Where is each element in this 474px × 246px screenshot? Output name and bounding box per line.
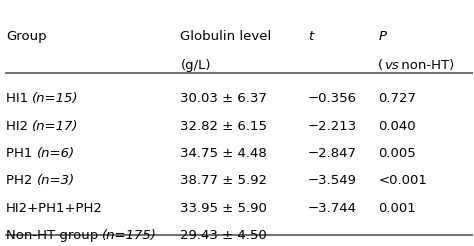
Text: PH1: PH1: [6, 147, 36, 160]
Text: vs: vs: [384, 59, 399, 72]
Text: −2.847: −2.847: [308, 147, 356, 160]
Text: (n=6): (n=6): [36, 147, 75, 160]
Text: 38.77 ± 5.92: 38.77 ± 5.92: [181, 174, 267, 187]
Text: Globulin level: Globulin level: [181, 30, 272, 43]
Text: −3.549: −3.549: [308, 174, 356, 187]
Text: 0.001: 0.001: [378, 202, 416, 215]
Text: (: (: [378, 59, 383, 72]
Text: (n=17): (n=17): [32, 120, 79, 133]
Text: <0.001: <0.001: [378, 174, 427, 187]
Text: −2.213: −2.213: [308, 120, 357, 133]
Text: 29.43 ± 4.50: 29.43 ± 4.50: [181, 229, 267, 242]
Text: PH2: PH2: [6, 174, 36, 187]
Text: 33.95 ± 5.90: 33.95 ± 5.90: [181, 202, 267, 215]
Text: (n=3): (n=3): [36, 174, 75, 187]
Text: HI2: HI2: [6, 120, 33, 133]
Text: 30.03 ± 6.37: 30.03 ± 6.37: [181, 92, 267, 105]
Text: −3.744: −3.744: [308, 202, 356, 215]
Text: HI2+PH1+PH2: HI2+PH1+PH2: [6, 202, 103, 215]
Text: 0.727: 0.727: [378, 92, 416, 105]
Text: P: P: [378, 30, 386, 43]
Text: Group: Group: [6, 30, 47, 43]
Text: 34.75 ± 4.48: 34.75 ± 4.48: [181, 147, 267, 160]
Text: non-HT): non-HT): [397, 59, 455, 72]
Text: HI1: HI1: [6, 92, 33, 105]
Text: −0.356: −0.356: [308, 92, 356, 105]
Text: 0.040: 0.040: [378, 120, 416, 133]
Text: t: t: [308, 30, 313, 43]
Text: 32.82 ± 6.15: 32.82 ± 6.15: [181, 120, 267, 133]
Text: (n=15): (n=15): [32, 92, 79, 105]
Text: (n=175): (n=175): [102, 229, 157, 242]
Text: (g/L): (g/L): [181, 59, 211, 72]
Text: 0.005: 0.005: [378, 147, 416, 160]
Text: Non-HT group: Non-HT group: [6, 229, 102, 242]
